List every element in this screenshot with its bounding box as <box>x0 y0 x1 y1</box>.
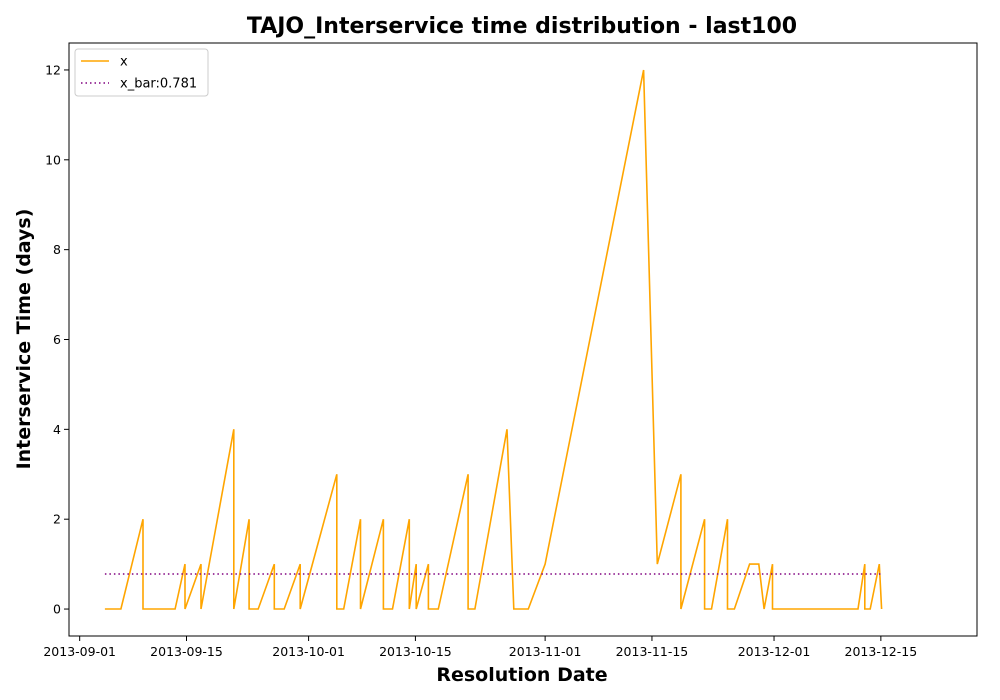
y-axis-label: Interservice Time (days) <box>13 209 35 470</box>
y-tick-label: 4 <box>53 422 61 437</box>
y-tick-label: 8 <box>53 242 61 257</box>
plot-frame <box>68 42 978 637</box>
legend: x x_bar:0.781 <box>74 48 209 97</box>
x-tick-label: 2013-10-01 <box>272 644 345 659</box>
x-tick-label: 2013-11-15 <box>616 644 689 659</box>
x-axis-ticks: 2013-09-01 2013-09-15 2013-10-01 2013-10-15… <box>43 636 917 659</box>
y-tick-label: 12 <box>45 62 61 77</box>
y-tick-label: 6 <box>53 332 61 347</box>
y-tick-label: 10 <box>45 152 61 167</box>
x-tick-label: 2013-10-15 <box>379 644 452 659</box>
plot-area <box>104 69 883 610</box>
y-tick-label: 2 <box>53 512 61 527</box>
x-tick-label: 2013-12-01 <box>738 644 811 659</box>
y-tick-label: 0 <box>53 602 61 617</box>
x-tick-label: 2013-09-01 <box>43 644 116 659</box>
y-axis-ticks: 0 2 4 6 8 10 12 <box>45 62 69 617</box>
x-tick-label: 2013-09-15 <box>150 644 223 659</box>
chart-title: TAJO_Interservice time distribution - la… <box>247 14 797 39</box>
x-tick-label: 2013-11-01 <box>509 644 582 659</box>
x-axis-label: Resolution Date <box>436 664 607 686</box>
x-tick-label: 2013-12-15 <box>845 644 918 659</box>
series-line-x <box>104 69 883 610</box>
legend-label-x: x <box>120 55 128 70</box>
legend-label-x-bar: x_bar:0.781 <box>120 77 197 92</box>
